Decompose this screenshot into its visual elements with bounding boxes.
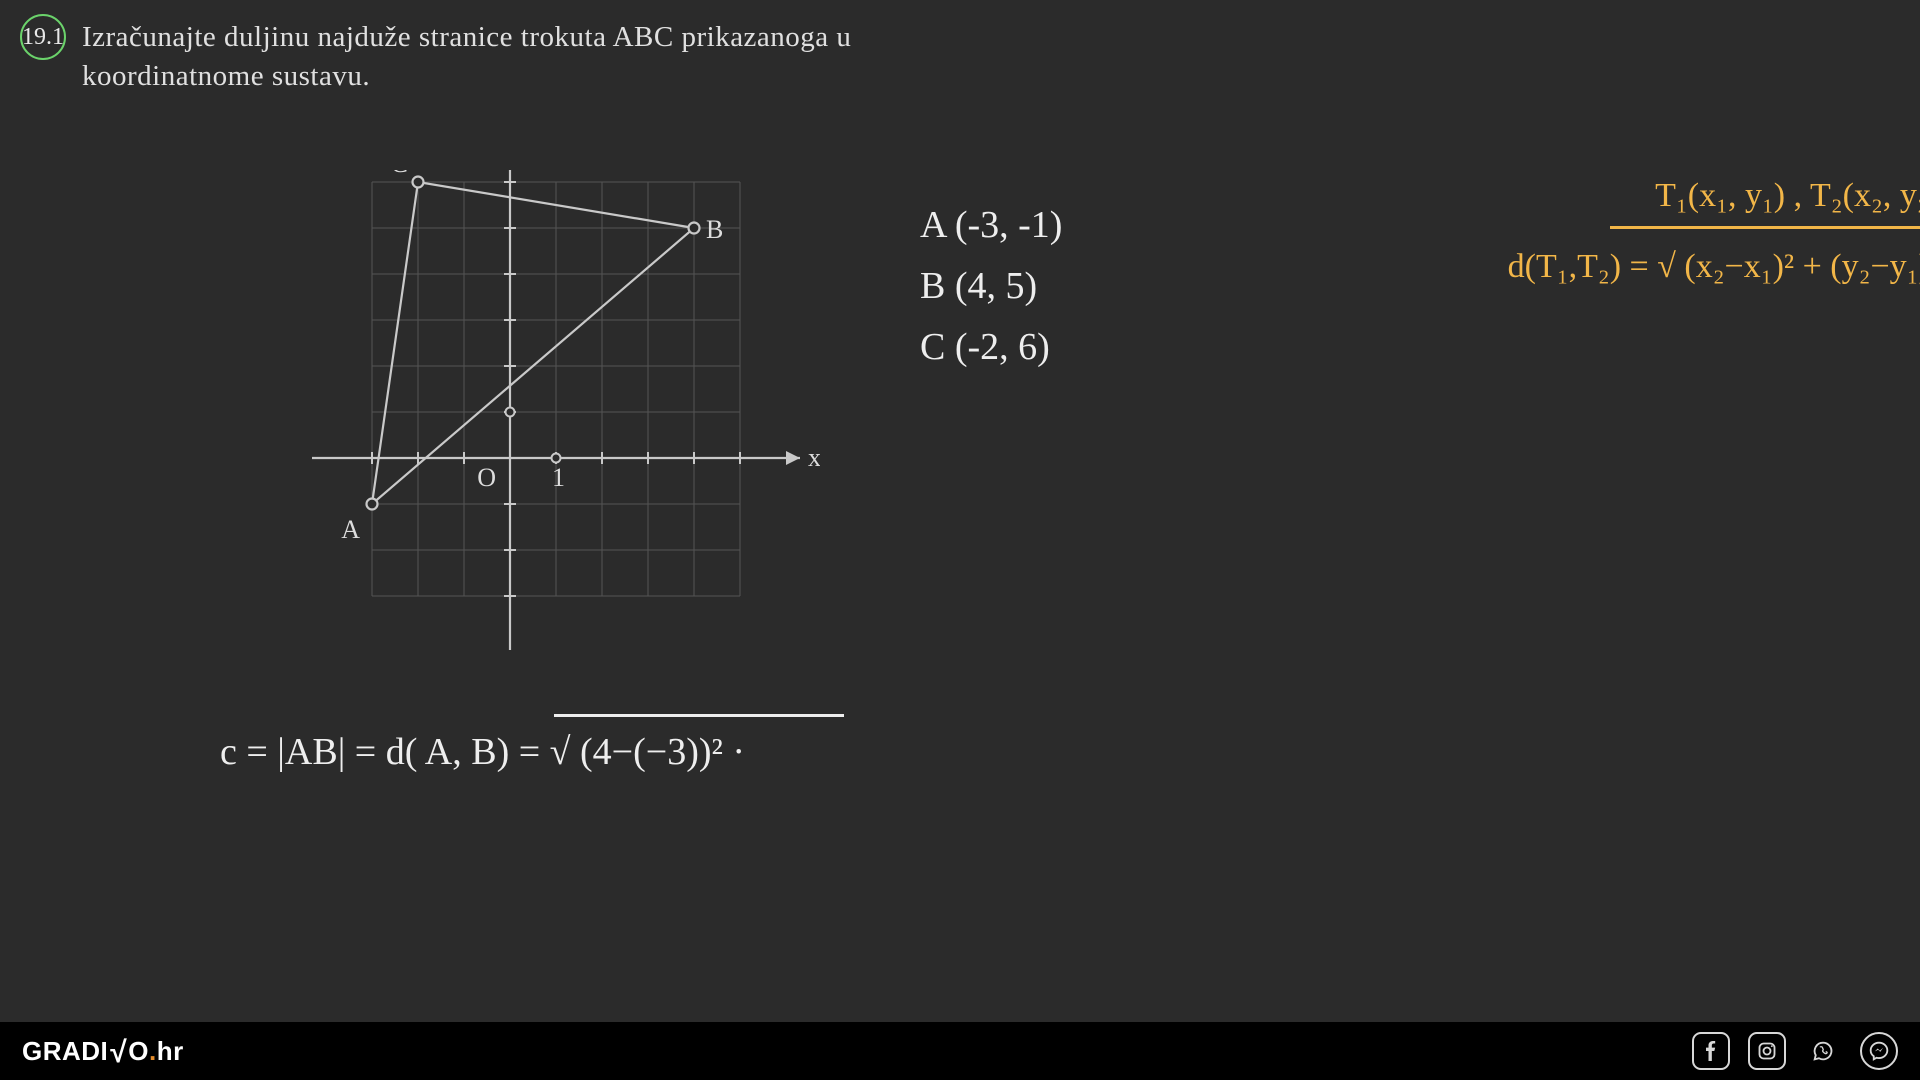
problem-number: 19.1 xyxy=(22,24,64,51)
brand-left: GRADI xyxy=(22,1036,108,1067)
social-icons-row xyxy=(1692,1032,1898,1070)
problem-number-badge: 19.1 xyxy=(20,14,66,60)
brand-o: O xyxy=(128,1036,149,1067)
calc-sqrt: √ (4−(−3))² · xyxy=(550,731,745,773)
instagram-icon[interactable] xyxy=(1748,1032,1786,1070)
vertex-coordinates-list: A (-3, -1) B (4, 5) C (-2, 6) xyxy=(920,195,1062,377)
svg-text:1: 1 xyxy=(552,463,565,492)
brand-dot: . xyxy=(149,1036,157,1067)
facebook-icon[interactable] xyxy=(1692,1032,1730,1070)
svg-text:C: C xyxy=(391,170,408,178)
sqrt-vinculum-icon xyxy=(1610,226,1920,229)
svg-text:O: O xyxy=(477,463,496,492)
calculation-line: c = |AB| = d( A, B) = √ (4−(−3))² · xyxy=(220,730,745,774)
formula-points-line: T₁(x₁, y₁) , T₂(x₂, y₂) xyxy=(1480,160,1920,231)
brand-tld: hr xyxy=(157,1036,184,1067)
slide-canvas: 19.1 Izračunajte duljinu najduže stranic… xyxy=(0,0,1920,1080)
svg-text:x: x xyxy=(808,443,820,472)
svg-text:B: B xyxy=(706,215,723,244)
formula-lhs: d(T₁,T₂) = xyxy=(1508,248,1658,285)
footer-bar: GRADI √ O . hr xyxy=(0,1022,1920,1080)
messenger-icon[interactable] xyxy=(1860,1032,1898,1070)
formula-rhs: √ (x₂−x₁)² + (y₂−y₁)² xyxy=(1657,248,1920,285)
coord-c: C (-2, 6) xyxy=(920,317,1062,378)
sqrt-vinculum-icon xyxy=(554,714,844,717)
coordinate-graph: yxO1ABC xyxy=(180,170,820,650)
coord-a: A (-3, -1) xyxy=(920,195,1062,256)
radical-icon: √ xyxy=(110,1036,127,1070)
coord-b: B (4, 5) xyxy=(920,256,1062,317)
calc-lhs: c = |AB| = d( A, B) = xyxy=(220,731,550,773)
distance-formula: T₁(x₁, y₁) , T₂(x₂, y₂) d(T₁,T₂) = √ (x₂… xyxy=(1480,160,1920,303)
problem-statement: Izračunajte duljinu najduže stranice tro… xyxy=(82,18,982,96)
svg-text:A: A xyxy=(341,515,360,544)
brand-logo: GRADI √ O . hr xyxy=(22,1034,184,1068)
whatsapp-icon[interactable] xyxy=(1804,1032,1842,1070)
